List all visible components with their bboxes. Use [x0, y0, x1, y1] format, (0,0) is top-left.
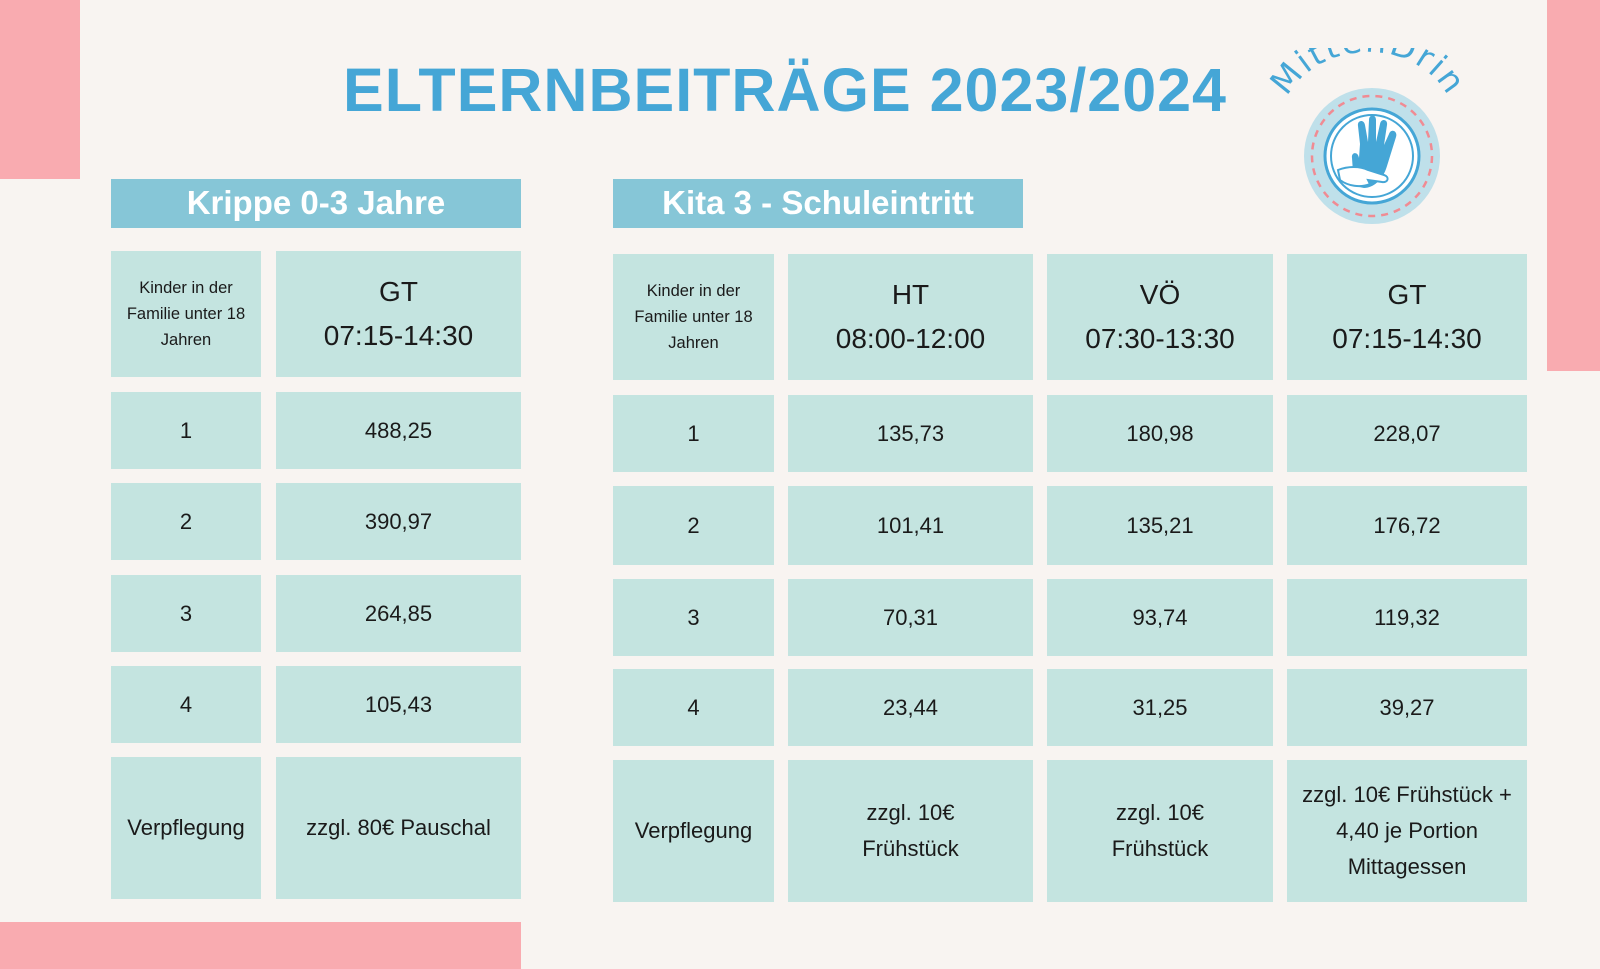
fee-value-gt: 228,07	[1287, 395, 1527, 472]
column-time: 07:15-14:30	[323, 320, 474, 351]
meal-fee-voe: zzgl. 10€ Frühstück	[1047, 760, 1273, 902]
decor-pink-block-top-left	[0, 0, 80, 179]
krippe-heading: Krippe 0-3 Jahre	[111, 179, 521, 228]
fee-value-gt: 119,32	[1287, 579, 1527, 656]
fee-value-ht: 101,41	[788, 486, 1033, 565]
row-label: 1	[613, 395, 774, 472]
column-time: 08:00-12:00	[835, 323, 986, 354]
meal-fee-gt: zzgl. 10€ Frühstück + 4,40 je Portion Mi…	[1287, 760, 1527, 902]
meal-fee: zzgl. 80€ Pauschal	[276, 757, 521, 899]
hands-icon: MittenDrin	[1262, 21, 1472, 224]
fee-value-ht: 23,44	[788, 669, 1033, 746]
fee-value-voe: 180,98	[1047, 395, 1273, 472]
krippe-row-header: Kinder in der Familie unter 18 Jahren	[111, 251, 261, 377]
fee-value: 488,25	[276, 392, 521, 469]
kita-row-header: Kinder in der Familie unter 18 Jahren	[613, 254, 774, 380]
fee-value: 105,43	[276, 666, 521, 743]
column-name: GT	[1387, 279, 1427, 310]
fee-value-gt: 39,27	[1287, 669, 1527, 746]
column-name: VÖ	[1139, 279, 1181, 310]
fee-value: 390,97	[276, 483, 521, 560]
fee-value-voe: 93,74	[1047, 579, 1273, 656]
row-label: 3	[111, 575, 261, 652]
logo: MittenDrin	[1262, 21, 1472, 233]
fee-value-gt: 176,72	[1287, 486, 1527, 565]
krippe-column-header-gt: GT 07:15-14:30	[276, 251, 521, 377]
column-time: 07:30-13:30	[1085, 323, 1235, 354]
decor-pink-block-bottom	[0, 922, 521, 969]
column-time: 07:15-14:30	[1332, 323, 1482, 354]
decor-pink-block-right	[1547, 0, 1600, 371]
fee-value-ht: 135,73	[788, 395, 1033, 472]
kita-column-header-ht: HT 08:00-12:00	[788, 254, 1033, 380]
column-name: HT	[891, 279, 930, 310]
fee-value-voe: 31,25	[1047, 669, 1273, 746]
page-title: ELTERNBEITRÄGE 2023/2024	[343, 56, 1227, 124]
row-label: 3	[613, 579, 774, 656]
row-label: 4	[613, 669, 774, 746]
kita-column-header-gt: GT 07:15-14:30	[1287, 254, 1527, 380]
row-label-verpflegung: Verpflegung	[613, 760, 774, 902]
row-label: 2	[613, 486, 774, 565]
kita-column-header-voe: VÖ 07:30-13:30	[1047, 254, 1273, 380]
row-label: 4	[111, 666, 261, 743]
row-label: 1	[111, 392, 261, 469]
row-label: 2	[111, 483, 261, 560]
kita-heading: Kita 3 - Schuleintritt	[613, 179, 1023, 228]
meal-fee-ht: zzgl. 10€ Frühstück	[788, 760, 1033, 902]
fee-value-voe: 135,21	[1047, 486, 1273, 565]
fee-value-ht: 70,31	[788, 579, 1033, 656]
row-label-verpflegung: Verpflegung	[111, 757, 261, 899]
fee-value: 264,85	[276, 575, 521, 652]
column-name: GT	[379, 276, 418, 307]
